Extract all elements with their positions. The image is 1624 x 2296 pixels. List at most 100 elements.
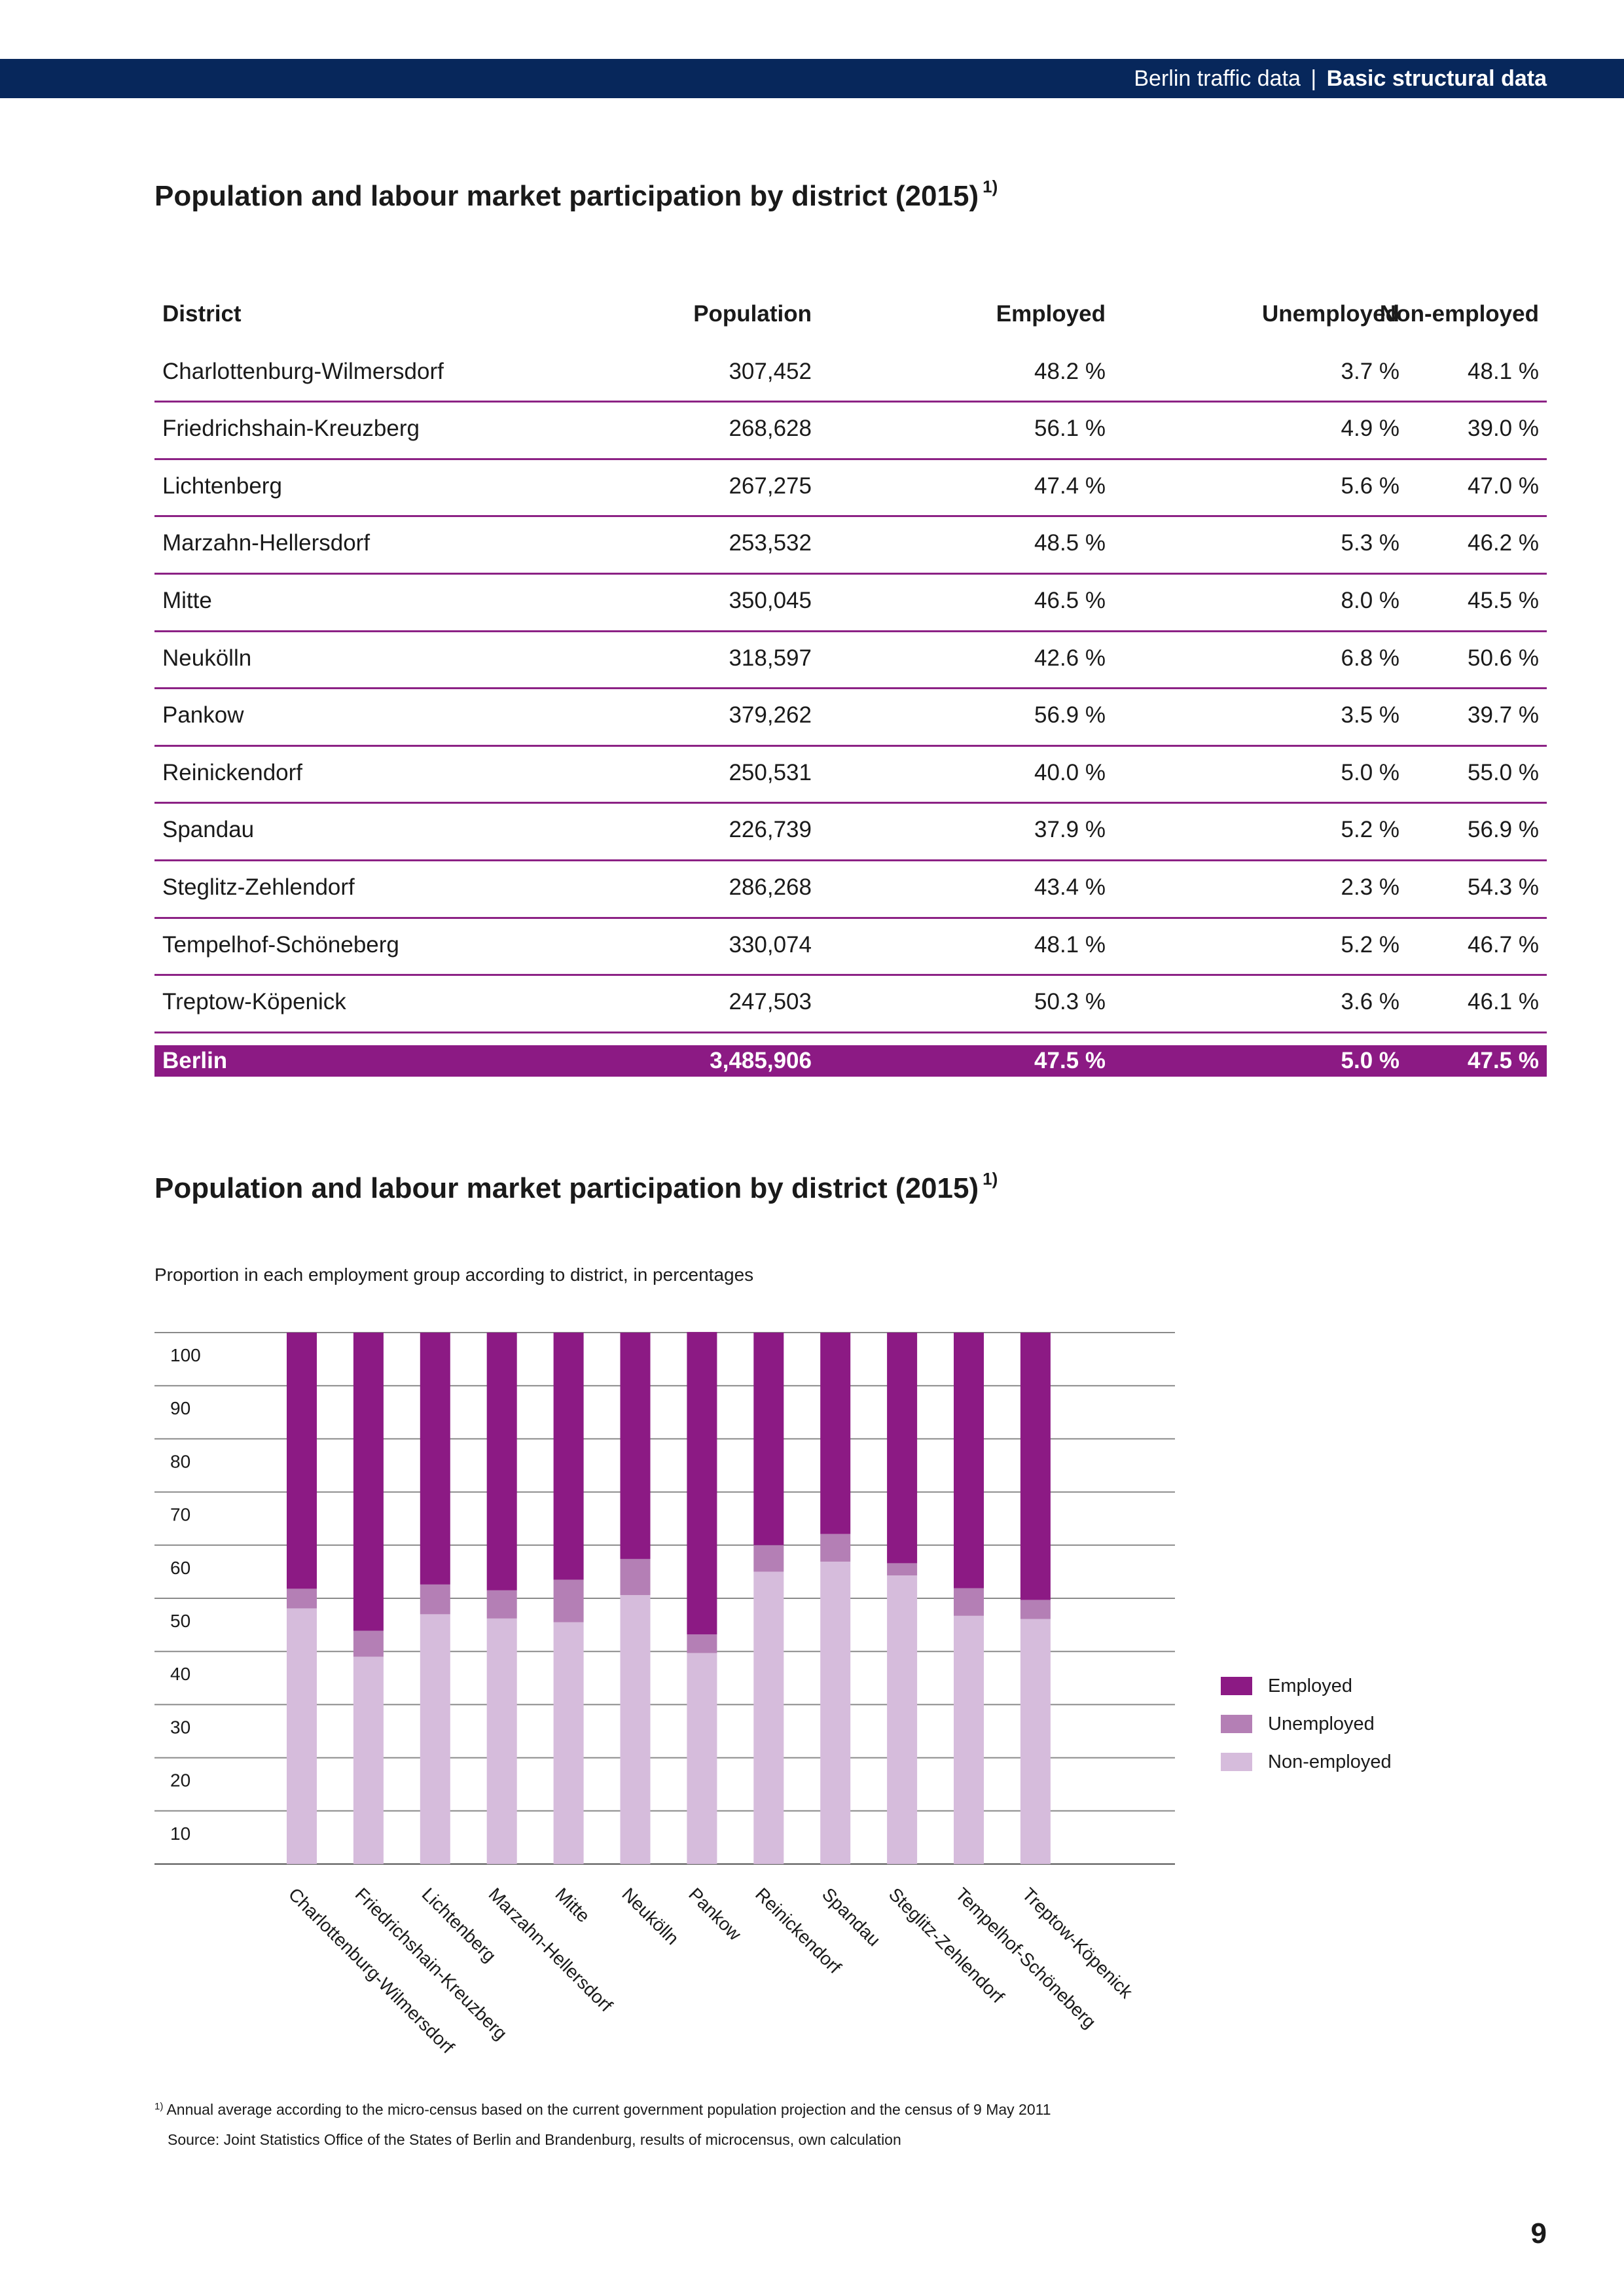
y-tick-label: 70 — [170, 1505, 190, 1525]
legend-swatch — [1221, 1677, 1252, 1695]
district-table: District Population Employed Unemployed Non-… — [154, 288, 1547, 1077]
unemployed-cell: 3.7 % — [1341, 358, 1400, 384]
header-separator: | — [1310, 66, 1317, 91]
unemployed-cell: 5.3 % — [1341, 530, 1400, 556]
district-cell: Lichtenberg — [162, 473, 282, 499]
employed-cell: 40.0 % — [1034, 759, 1106, 785]
unemployed-cell: 4.9 % — [1341, 416, 1400, 442]
table-row: Mitte 350,045 46.5 % 8.0 % 45.5 % — [154, 575, 1547, 632]
unemployed-cell: 2.3 % — [1341, 874, 1400, 900]
x-category-label: Marzahn-Hellersdorf — [484, 1884, 616, 2015]
table-title-footnote-marker: 1) — [983, 177, 998, 196]
table-row: Treptow-Köpenick 247,503 50.3 % 3.6 % 46.1 % — [154, 976, 1547, 1033]
unemployed-cell: 5.0 % — [1341, 759, 1400, 785]
bar-segment-unemployed — [353, 1630, 384, 1657]
employed-cell: Employed — [996, 301, 1106, 327]
bar-segment-non-employed — [753, 1571, 784, 1864]
x-category-label: Mitte — [551, 1884, 594, 1926]
y-tick-label: 90 — [170, 1398, 190, 1418]
bar-segment-employed — [553, 1333, 584, 1580]
chart-title-footnote-marker: 1) — [983, 1169, 998, 1189]
population-cell: 268,628 — [729, 416, 812, 442]
bar-segment-unemployed — [420, 1584, 450, 1615]
bar-segment-non-employed — [486, 1618, 517, 1864]
bar-segment-employed — [1020, 1333, 1051, 1600]
chart-title-text: Population and labour market participati… — [154, 1172, 979, 1204]
unemployed-cell: 5.6 % — [1341, 473, 1400, 499]
y-tick-label: 10 — [170, 1823, 190, 1844]
header-band: Berlin traffic data | Basic structural d… — [0, 59, 1624, 98]
non-employed-cell: 50.6 % — [1468, 645, 1539, 671]
table-title-text: Population and labour market participati… — [154, 180, 979, 212]
y-tick-label: 80 — [170, 1451, 190, 1471]
bar-segment-non-employed — [553, 1622, 584, 1864]
table-row: Lichtenberg 267,275 47.4 % 5.6 % 47.0 % — [154, 460, 1547, 518]
non-employed-cell: 39.7 % — [1468, 702, 1539, 728]
bar-segment-non-employed — [420, 1614, 450, 1864]
non-employed-cell: 55.0 % — [1468, 759, 1539, 785]
running-header: Berlin traffic data | Basic structural d… — [1134, 59, 1547, 98]
bar-segment-unemployed — [887, 1563, 918, 1576]
x-category-label: Neukölln — [618, 1884, 683, 1948]
bar-segment-employed — [486, 1333, 517, 1590]
unemployed-cell: Unemployed — [1261, 301, 1399, 327]
population-cell: 247,503 — [729, 989, 812, 1015]
bar-segment-employed — [820, 1333, 851, 1534]
non-employed-cell: Non-employed — [1379, 301, 1539, 327]
footnote-text: Annual average according to the micro-ce… — [166, 2101, 1051, 2118]
table-row: Reinickendorf 250,531 40.0 % 5.0 % 55.0 % — [154, 747, 1547, 804]
population-cell: Population — [693, 301, 812, 327]
x-category-label: Spandau — [818, 1884, 884, 1950]
non-employed-cell: 47.0 % — [1468, 473, 1539, 499]
non-employed-cell: 46.2 % — [1468, 530, 1539, 556]
bar-segment-unemployed — [287, 1588, 317, 1609]
bar-segment-employed — [353, 1333, 384, 1631]
district-cell: Pankow — [162, 702, 244, 728]
bar-segment-employed — [287, 1333, 317, 1589]
table-row: Spandau 226,739 37.9 % 5.2 % 56.9 % — [154, 804, 1547, 861]
population-cell: 3,485,906 — [710, 1047, 812, 1073]
employed-cell: 46.5 % — [1034, 587, 1106, 613]
bar-segment-non-employed — [620, 1595, 651, 1864]
population-cell: 250,531 — [729, 759, 812, 785]
legend-swatch — [1221, 1715, 1252, 1733]
table-row: Charlottenburg-Wilmersdorf 307,452 48.2 % 3… — [154, 346, 1547, 403]
page-number: 9 — [1530, 2217, 1547, 2250]
x-category-label: Pankow — [685, 1884, 746, 1945]
district-cell: Charlottenburg-Wilmersdorf — [162, 358, 444, 384]
bar-segment-employed — [420, 1333, 450, 1585]
chart-subtitle: Proportion in each employment group acco… — [154, 1265, 754, 1285]
non-employed-cell: 46.7 % — [1468, 931, 1539, 958]
bar-segment-non-employed — [1020, 1619, 1051, 1864]
bar-segment-unemployed — [954, 1588, 984, 1616]
population-cell: 307,452 — [729, 358, 812, 384]
legend-label: Unemployed — [1268, 1713, 1375, 1734]
table-row: Tempelhof-Schöneberg 330,074 48.1 % 5.2 % 46… — [154, 919, 1547, 977]
y-tick-label: 60 — [170, 1558, 190, 1578]
employed-cell: 47.5 % — [1034, 1047, 1106, 1073]
header-section: Berlin traffic data — [1134, 66, 1301, 91]
bar-segment-unemployed — [553, 1579, 584, 1623]
district-cell: Tempelhof-Schöneberg — [162, 931, 399, 958]
non-employed-cell: 45.5 % — [1468, 587, 1539, 613]
employed-cell: 47.4 % — [1034, 473, 1106, 499]
bar-segment-employed — [954, 1333, 984, 1588]
population-cell: 267,275 — [729, 473, 812, 499]
footnote-source: Source: Joint Statistics Office of the S… — [168, 2131, 901, 2148]
unemployed-cell: 6.8 % — [1341, 645, 1400, 671]
bar-segment-employed — [687, 1332, 717, 1635]
bar-segment-non-employed — [887, 1575, 918, 1864]
bar-segment-employed — [753, 1333, 784, 1545]
bar-segment-unemployed — [687, 1634, 717, 1653]
employed-cell: 37.9 % — [1034, 817, 1106, 843]
x-category-label: Steglitz-Zehlendorf — [885, 1884, 1008, 2007]
unemployed-cell: 8.0 % — [1341, 587, 1400, 613]
bar-segment-non-employed — [820, 1561, 851, 1864]
non-employed-cell: 39.0 % — [1468, 416, 1539, 442]
employed-cell: 56.1 % — [1034, 416, 1106, 442]
table-total-row: Berlin 3,485,906 47.5 % 5.0 % 47.5 % — [154, 1045, 1547, 1077]
bar-segment-unemployed — [486, 1590, 517, 1619]
population-cell: 318,597 — [729, 645, 812, 671]
district-cell: Friedrichshain-Kreuzberg — [162, 416, 420, 442]
bar-segment-unemployed — [620, 1558, 651, 1596]
